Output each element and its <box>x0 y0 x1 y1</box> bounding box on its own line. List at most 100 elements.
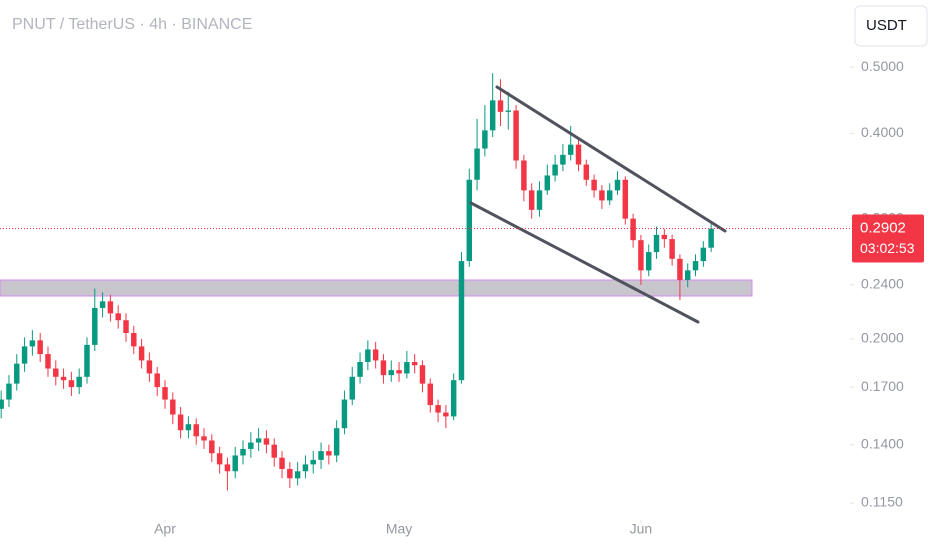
candle-body <box>458 261 465 381</box>
candle-body <box>60 376 67 381</box>
candle-body <box>606 190 613 201</box>
candle-body <box>146 360 153 374</box>
y-tick-label: 0.1150 <box>861 494 903 510</box>
y-tick-label: 0.1700 <box>861 378 904 394</box>
candle-body <box>263 438 270 445</box>
candle-body <box>560 154 566 165</box>
candle-body <box>599 190 605 201</box>
currency-button[interactable] <box>854 5 928 47</box>
candle-body <box>185 424 192 431</box>
x-tick-label: Jun <box>630 521 653 537</box>
candle-body <box>622 179 629 219</box>
y-tick-label: 0.5000 <box>861 58 904 74</box>
plot-area <box>0 73 753 491</box>
last-price-box <box>852 214 924 263</box>
candle-body <box>84 344 90 377</box>
candle-body <box>450 380 457 417</box>
candle-body <box>341 399 348 429</box>
candle-body <box>427 383 433 406</box>
candle-body <box>521 160 527 191</box>
candle-body <box>271 444 277 458</box>
candle-body <box>419 365 426 384</box>
candle-body <box>53 368 59 377</box>
candle-body <box>92 307 98 345</box>
x-tick-label: Apr <box>154 521 176 537</box>
candle-body <box>349 376 355 400</box>
candle-body <box>614 179 621 191</box>
candle-body <box>474 148 480 180</box>
candle-body <box>287 468 293 479</box>
candle-body <box>138 346 145 361</box>
candle-body <box>411 362 418 366</box>
candle-body <box>21 346 28 364</box>
candle-body <box>326 451 332 456</box>
candle-body <box>216 453 223 465</box>
candle-body <box>645 252 652 271</box>
candle-body <box>45 354 51 369</box>
candle-body <box>131 333 137 347</box>
candle-body <box>544 175 551 191</box>
candle-body <box>708 228 714 248</box>
candle-body <box>279 457 285 469</box>
candle-body <box>154 373 160 388</box>
candle-body <box>677 258 683 280</box>
candle-body <box>630 218 636 241</box>
support-zone <box>0 279 753 297</box>
candle-body <box>6 383 12 400</box>
candle-body <box>224 464 231 472</box>
candle-body <box>177 414 184 431</box>
currency-label: USDT <box>866 17 907 34</box>
y-tick-label: 0.2000 <box>861 330 904 346</box>
candle-body <box>170 399 176 415</box>
candle-body <box>209 440 215 454</box>
candle-body <box>669 239 675 259</box>
candle-body <box>333 428 340 456</box>
candle-body <box>497 100 504 112</box>
candle-body <box>372 349 379 361</box>
y-tick-label: 0.1400 <box>861 435 904 451</box>
candle-body <box>591 179 597 191</box>
candle-body <box>505 110 512 112</box>
candle-body <box>552 164 558 176</box>
candle-body <box>396 370 402 374</box>
candle-body <box>404 362 410 374</box>
candle-body <box>99 301 106 308</box>
candle-body <box>513 110 519 161</box>
candle-body <box>294 471 301 479</box>
last-price-label: 0.2902 <box>860 219 906 236</box>
x-tick-label: May <box>386 521 412 537</box>
candle-body <box>489 100 496 131</box>
candle-body <box>193 424 199 437</box>
candle-body <box>123 320 129 334</box>
candle-body <box>0 399 4 409</box>
channel-upper <box>495 85 727 233</box>
candle-body <box>365 349 371 363</box>
candle-body <box>567 144 574 155</box>
candle-body <box>37 340 43 355</box>
candle-body <box>583 164 590 180</box>
chart-title: PNUT / TetherUS · 4h · BINANCE <box>12 16 252 33</box>
candle-body <box>528 190 535 210</box>
candle-body <box>443 412 449 417</box>
candle-body <box>76 376 82 388</box>
candle-body <box>240 448 246 456</box>
channel-lower <box>469 201 700 324</box>
candle-body <box>661 234 668 240</box>
candle-body <box>466 179 473 262</box>
candle-body <box>115 313 121 321</box>
candle-body <box>388 370 394 376</box>
candle-body <box>162 387 168 400</box>
candle-body <box>201 436 207 441</box>
candle-body <box>482 130 488 149</box>
candle-body <box>68 380 75 388</box>
candle-body <box>692 261 699 271</box>
candle-body <box>248 442 254 449</box>
candle-body <box>255 438 262 443</box>
countdown-label: 03:02:53 <box>860 240 915 256</box>
candle-body <box>638 240 644 271</box>
candle-body <box>107 301 114 314</box>
y-tick-label: 0.2400 <box>861 276 904 292</box>
candle-body <box>684 270 691 280</box>
